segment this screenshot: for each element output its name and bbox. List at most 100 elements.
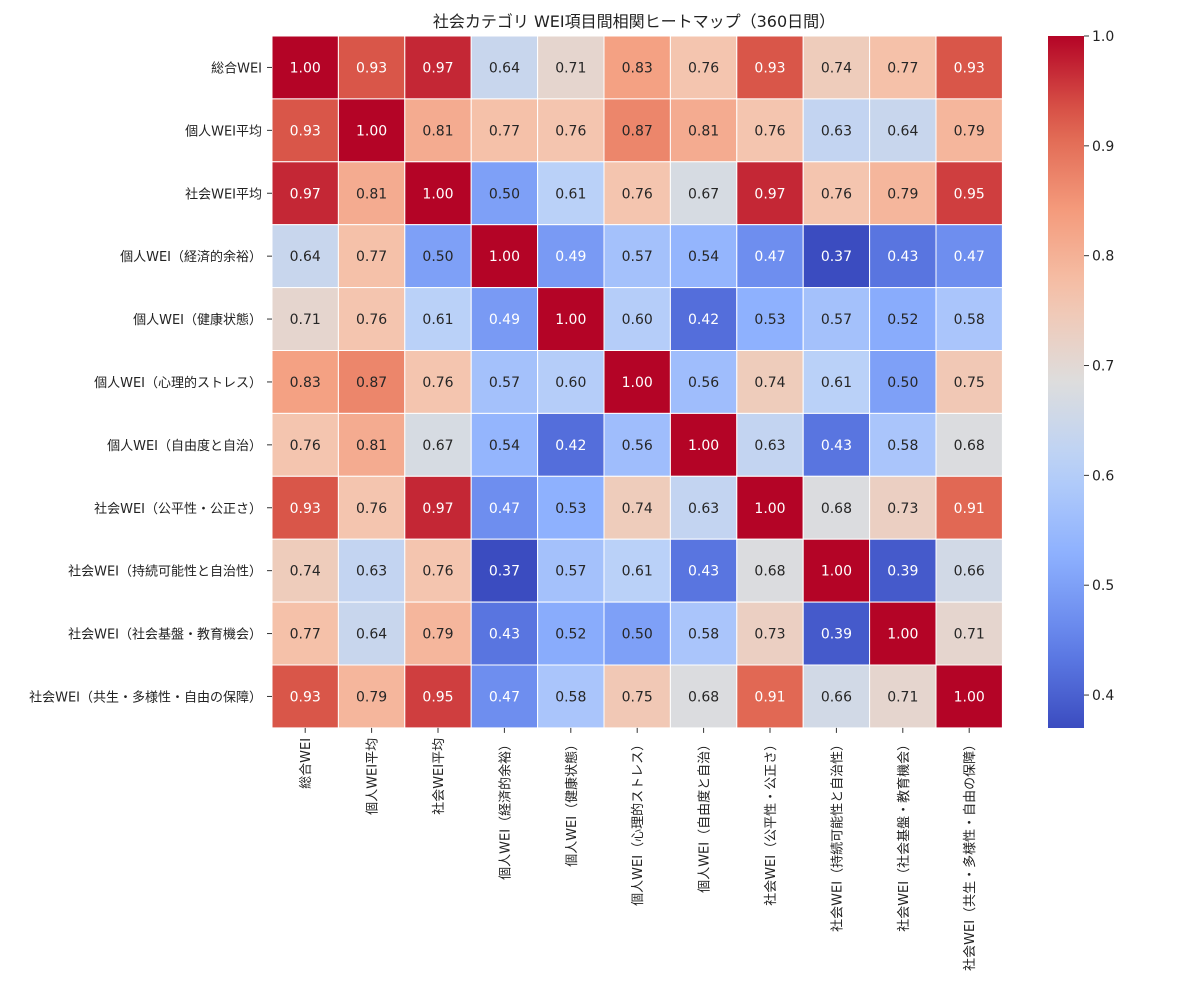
heatmap-cell bbox=[404, 287, 472, 352]
cell-value-label: 0.97 bbox=[422, 60, 453, 76]
x-tick-label: 社会WEI平均 bbox=[431, 738, 447, 815]
x-axis-labels: 総合WEI 個人WEI平均 社会WEI平均 個人WEI（経済的余裕） 個人WEI（健康状… bbox=[299, 727, 978, 971]
cell-value-label: 0.93 bbox=[290, 123, 321, 139]
cell-value-label: 0.58 bbox=[954, 312, 985, 328]
heatmap-cell bbox=[669, 98, 738, 163]
heatmap-cell bbox=[271, 161, 339, 226]
cell-value-label: 1.00 bbox=[688, 438, 719, 454]
cell-value-label: 0.97 bbox=[422, 501, 453, 517]
cell-value-label: 0.81 bbox=[422, 123, 453, 139]
heatmap-cell bbox=[271, 35, 339, 100]
cell-value-label: 0.58 bbox=[887, 438, 918, 454]
heatmap-cell bbox=[802, 412, 871, 477]
cell-value-label: 0.57 bbox=[622, 249, 653, 265]
heatmap-cell bbox=[736, 35, 804, 100]
cell-value-label: 0.57 bbox=[489, 375, 520, 391]
colorbar-tick-label: 0.9 bbox=[1092, 139, 1114, 155]
heatmap-cell bbox=[736, 601, 804, 666]
heatmap-cell bbox=[736, 538, 804, 603]
cell-value-label: 0.75 bbox=[622, 689, 653, 705]
colorbar-tick-label: 0.5 bbox=[1092, 578, 1114, 594]
heatmap-cell bbox=[603, 161, 671, 226]
cell-value-label: 0.49 bbox=[489, 312, 520, 328]
x-tick-label: 個人WEI（自由度と自治） bbox=[697, 738, 713, 893]
cell-value-label: 0.95 bbox=[422, 689, 453, 705]
heatmap-cell bbox=[669, 538, 738, 603]
colorbar-gradient bbox=[1048, 36, 1084, 728]
heatmap-cell bbox=[470, 35, 539, 100]
heatmap-cell bbox=[603, 538, 671, 603]
x-tick-label: 社会WEI（公平性・公正さ） bbox=[763, 738, 779, 906]
colorbar: 0.4 0.5 0.6 0.7 0.8 0.9 1.0 bbox=[1048, 29, 1114, 728]
heatmap-cell bbox=[935, 350, 1003, 414]
cell-value-label: 0.54 bbox=[688, 249, 719, 265]
cell-value-label: 0.76 bbox=[688, 60, 719, 76]
x-tick-label: 個人WEI（経済的余裕） bbox=[497, 738, 513, 880]
cell-value-label: 1.00 bbox=[422, 186, 453, 202]
heatmap-cell bbox=[603, 601, 671, 666]
cell-value-label: 0.76 bbox=[754, 123, 785, 139]
heatmap-cell bbox=[802, 98, 871, 163]
heatmap-cell bbox=[802, 601, 871, 666]
heatmap-cell bbox=[404, 98, 472, 163]
cell-value-label: 0.81 bbox=[356, 186, 387, 202]
heatmap-cell bbox=[935, 98, 1003, 163]
cell-value-label: 0.42 bbox=[555, 438, 586, 454]
cell-value-label: 0.74 bbox=[622, 501, 653, 517]
cell-value-label: 0.68 bbox=[954, 438, 985, 454]
heatmap-cell bbox=[869, 412, 937, 477]
cell-value-label: 0.91 bbox=[754, 689, 785, 705]
cell-value-label: 0.93 bbox=[754, 60, 785, 76]
cell-value-label: 0.57 bbox=[821, 312, 852, 328]
x-tick-label: 個人WEI（健康状態） bbox=[564, 738, 580, 867]
heatmap-cells: 1.00 0.93 0.97 0.64 0.71 0.83 0.76 0.93 0.74 0.77… bbox=[271, 35, 1003, 729]
cell-value-label: 0.42 bbox=[688, 312, 719, 328]
heatmap-cell bbox=[669, 475, 738, 540]
cell-value-label: 0.93 bbox=[290, 689, 321, 705]
heatmap-cell bbox=[271, 98, 339, 163]
cell-value-label: 0.77 bbox=[290, 627, 321, 643]
heatmap-cell bbox=[603, 98, 671, 163]
y-tick-label: 社会WEI（社会基盤・教育機会） bbox=[68, 627, 262, 643]
cell-value-label: 0.47 bbox=[754, 249, 785, 265]
y-tick-label: 個人WEI（心理的ストレス） bbox=[94, 375, 262, 391]
heatmap-cell bbox=[271, 287, 339, 352]
cell-value-label: 0.77 bbox=[887, 60, 918, 76]
cell-value-label: 0.79 bbox=[422, 627, 453, 643]
cell-value-label: 0.64 bbox=[290, 249, 321, 265]
x-tick-label: 社会WEI（持続可能性と自治性） bbox=[829, 738, 845, 932]
heatmap-cell bbox=[470, 224, 539, 289]
cell-value-label: 0.93 bbox=[954, 60, 985, 76]
cell-value-label: 0.50 bbox=[489, 186, 520, 202]
x-tick-label: 個人WEI平均 bbox=[366, 738, 381, 815]
heatmap-cell bbox=[537, 475, 605, 540]
heatmap-cell bbox=[271, 412, 339, 477]
colorbar-tick-label: 1.0 bbox=[1092, 29, 1114, 45]
cell-value-label: 0.37 bbox=[821, 249, 852, 265]
heatmap-cell bbox=[802, 224, 871, 289]
heatmap-cell bbox=[537, 601, 605, 666]
cell-value-label: 0.87 bbox=[356, 375, 387, 391]
y-tick-label: 個人WEI平均 bbox=[185, 124, 262, 139]
cell-value-label: 0.61 bbox=[422, 312, 453, 328]
y-tick-label: 社会WEI（共生・多様性・自由の保障） bbox=[29, 689, 262, 705]
cell-value-label: 0.74 bbox=[821, 60, 852, 76]
heatmap-cell bbox=[603, 287, 671, 352]
y-tick-label: 個人WEI（自由度と自治） bbox=[107, 438, 262, 454]
heatmap-cell bbox=[404, 538, 472, 603]
heatmap-cell bbox=[470, 287, 539, 352]
heatmap-cell bbox=[802, 287, 871, 352]
heatmap-cell bbox=[537, 224, 605, 289]
heatmap-cell bbox=[537, 161, 605, 226]
heatmap-cell bbox=[869, 287, 937, 352]
cell-value-label: 0.66 bbox=[821, 689, 852, 705]
cell-value-label: 0.50 bbox=[622, 627, 653, 643]
cell-value-label: 0.76 bbox=[290, 438, 321, 454]
cell-value-label: 0.79 bbox=[356, 689, 387, 705]
cell-value-label: 0.71 bbox=[290, 312, 321, 328]
cell-value-label: 0.63 bbox=[754, 438, 785, 454]
heatmap-cell bbox=[869, 224, 937, 289]
cell-value-label: 0.68 bbox=[821, 501, 852, 517]
